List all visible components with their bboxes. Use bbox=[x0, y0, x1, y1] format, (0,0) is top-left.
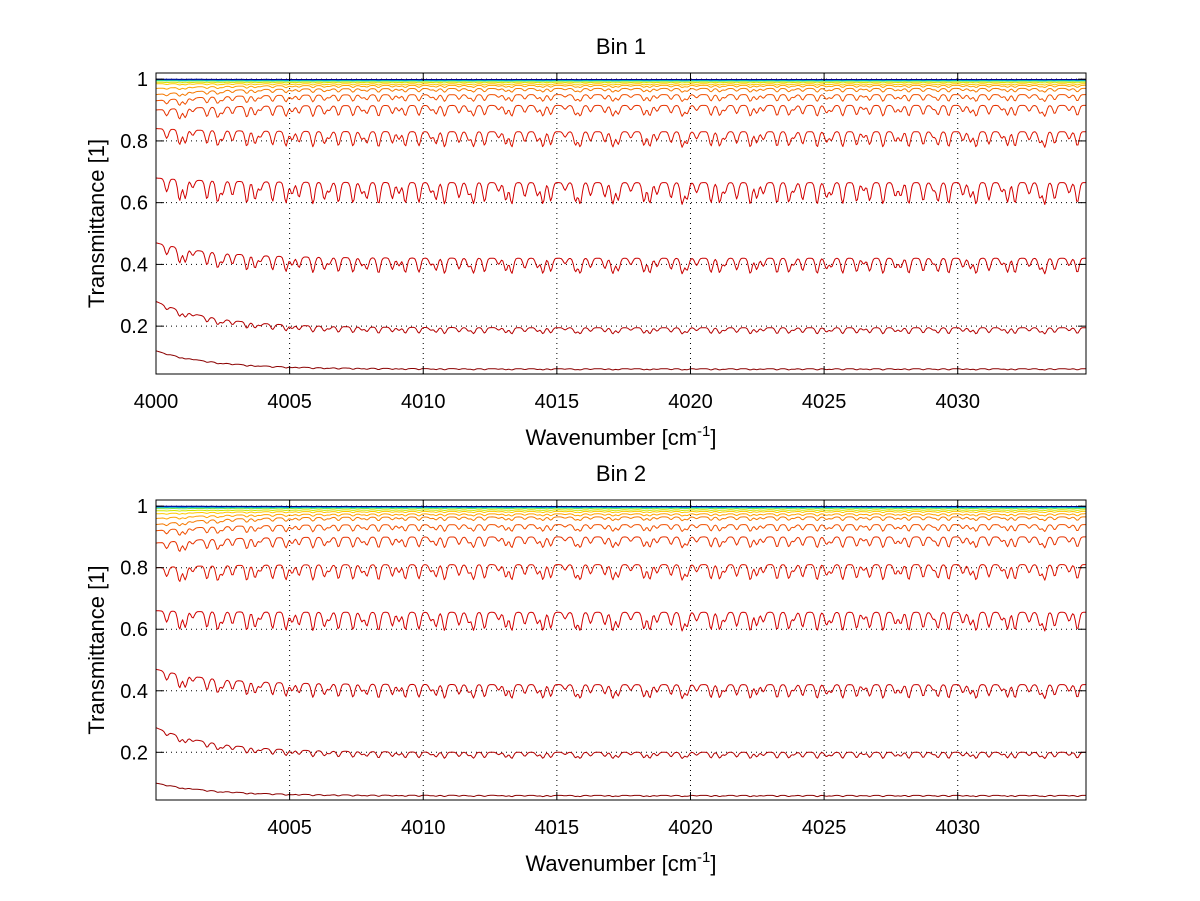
x-tick-label: 4005 bbox=[267, 817, 312, 839]
y-tick-label: 0.8 bbox=[120, 131, 148, 153]
chart-2: 4005 4010 4015 4020 4025 4030 0.2 0.4 0.6 0.8 1 Bin… bbox=[84, 461, 1087, 876]
x-tick-label: 4020 bbox=[668, 817, 713, 839]
series-line-3 bbox=[155, 242, 1086, 275]
x-axis-label: Wavenumber [cm-1] bbox=[525, 423, 716, 450]
series-line-10 bbox=[156, 510, 1086, 515]
x-tick-label: 4030 bbox=[935, 817, 980, 839]
series-line-2 bbox=[155, 727, 1086, 759]
series-line-4 bbox=[155, 177, 1086, 205]
series-line-5 bbox=[155, 564, 1086, 582]
y-tick-label: 0.2 bbox=[120, 316, 148, 338]
x-tick-label: 4010 bbox=[401, 391, 446, 413]
series-line-5 bbox=[156, 128, 1086, 148]
x-tick-label: 4015 bbox=[535, 391, 580, 413]
chart-title: Bin 2 bbox=[596, 461, 646, 486]
series-line-8 bbox=[155, 87, 1086, 97]
series-line-7 bbox=[155, 94, 1086, 106]
x-axis-label-superscript: -1 bbox=[697, 849, 710, 866]
x-tick-label: 4015 bbox=[535, 817, 580, 839]
x-axis-label-superscript: -1 bbox=[697, 423, 710, 440]
x-tick-label: 4010 bbox=[401, 817, 446, 839]
series-line-7 bbox=[155, 524, 1086, 536]
series-line-6 bbox=[155, 104, 1086, 120]
series-line-6 bbox=[155, 536, 1086, 552]
series-line-3 bbox=[155, 668, 1086, 700]
series-line-12 bbox=[156, 507, 1086, 510]
series-line-1 bbox=[155, 350, 1086, 371]
y-tick-label: 0.2 bbox=[120, 742, 148, 764]
x-tick-label: 4025 bbox=[802, 817, 847, 839]
y-axis-label: Transmittance [1] bbox=[84, 139, 109, 308]
series-line-9 bbox=[155, 513, 1086, 520]
x-axis-label: Wavenumber [cm-1] bbox=[525, 849, 716, 876]
y-axis-label: Transmittance [1] bbox=[84, 565, 109, 734]
plot-frame bbox=[155, 72, 1087, 375]
plot-frame bbox=[155, 499, 1087, 801]
series-line-2 bbox=[155, 301, 1086, 335]
y-tick-label: 0.4 bbox=[120, 681, 148, 703]
x-tick-label: 4020 bbox=[668, 391, 713, 413]
x-axis-label-tail: ] bbox=[710, 425, 716, 450]
x-axis-label-tail: ] bbox=[710, 851, 716, 876]
x-tick-label: 4025 bbox=[802, 391, 847, 413]
series-line-10 bbox=[156, 83, 1086, 86]
y-tick-label: 0.6 bbox=[120, 619, 148, 641]
series-line-11 bbox=[155, 509, 1086, 512]
y-tick-label: 0.6 bbox=[120, 193, 148, 215]
x-tick-label: 4005 bbox=[267, 391, 312, 413]
x-tick-label: 4030 bbox=[935, 391, 980, 413]
series-line-8 bbox=[155, 516, 1086, 527]
chart-1: 4000 4005 4010 4015 4020 4025 4030 0.2 0.4 0.6 0.8… bbox=[84, 34, 1087, 450]
chart-title: Bin 1 bbox=[596, 34, 646, 59]
series-line-1 bbox=[155, 782, 1086, 798]
series-line-9 bbox=[156, 84, 1086, 90]
series-line-13 bbox=[156, 79, 1086, 82]
x-tick-label: 4000 bbox=[134, 391, 179, 413]
series-line-12 bbox=[156, 80, 1086, 82]
series-line-4 bbox=[156, 610, 1086, 632]
y-tick-label: 1 bbox=[137, 69, 148, 91]
y-tick-label: 0.4 bbox=[120, 254, 148, 276]
y-tick-label: 1 bbox=[137, 496, 148, 518]
x-axis-label-text: Wavenumber [cm bbox=[525, 851, 697, 876]
series-line-11 bbox=[156, 81, 1086, 84]
y-tick-label: 0.8 bbox=[120, 558, 148, 580]
x-axis-label-text: Wavenumber [cm bbox=[525, 425, 697, 450]
